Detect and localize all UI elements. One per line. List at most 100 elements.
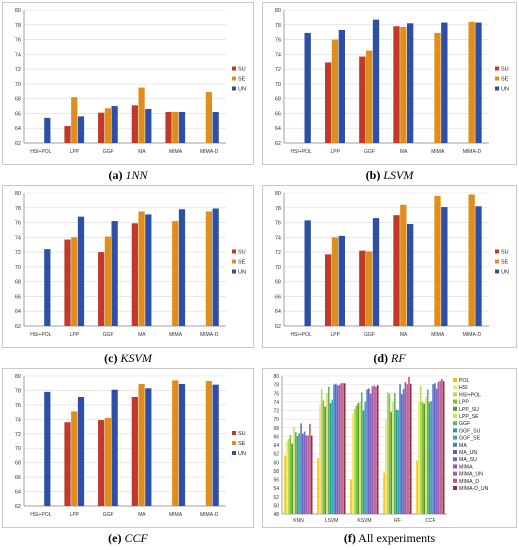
x-tick-label: LPP (331, 149, 341, 155)
bar-f-GGF_SU-KNN (296, 435, 299, 514)
chart-svg-a: 62 64 66 68 70 72 74 76 78 80 HSI+POL LPP GGF MA MIMA M… (2, 2, 254, 165)
x-tick-label: MIMA-D (200, 332, 219, 338)
bar-f-MA-CCF (432, 384, 434, 514)
y-tick-label: 68 (273, 426, 279, 432)
chart-svg-c: 62 64 66 68 70 72 74 76 78 80 HSI+POL LPP GGF MA MIMA M… (2, 185, 254, 348)
bar-a-UN-MIMA (178, 111, 186, 143)
bar-b-UN-MIMA (441, 22, 448, 143)
bar-f-LPP-KSVM (355, 405, 358, 514)
legend-swatch (453, 435, 457, 440)
bar-c-SE-MIMA (172, 221, 179, 326)
bar-b-SU-MA (393, 26, 400, 144)
y-tick-label: 68 (15, 461, 21, 467)
chart-panel-e: 62 64 66 68 70 72 74 76 78 80 HSI+POL LPP GGF MA MIMA M… (2, 368, 254, 548)
bar-f-POL-KSVM (350, 479, 352, 514)
bar-d-SE-MIMA-D (468, 194, 475, 326)
bar-f-MIMA_D-RF (408, 376, 410, 514)
bar-a-SU-MA (131, 105, 138, 143)
bar-e-SE-MA (138, 383, 145, 506)
bar-a-SE-LPP (71, 97, 78, 143)
bar-f-MA_SU-RF (402, 388, 405, 514)
x-tick-label: MIMA-D (200, 512, 219, 518)
x-tick-label: HSI+POL (30, 512, 51, 518)
bar-a-UN-GGF (111, 106, 118, 143)
x-tick-label: MIMA (431, 149, 445, 155)
legend-label: SU (238, 250, 246, 256)
bar-f-LPP-RF (388, 393, 391, 514)
legend-swatch (453, 378, 457, 382)
bar-e-UN-HSI+POL (44, 391, 51, 506)
bar-d-UN-LPP (338, 235, 345, 326)
y-tick-label: 76 (275, 38, 281, 44)
bar-f-MA-RF (399, 384, 401, 514)
legend-label: SE (501, 260, 509, 266)
bar-b-UN-GGF (372, 19, 380, 144)
bar-b-SE-MIMA-D (468, 21, 475, 144)
bar-f-LPP-CCF (421, 401, 424, 514)
y-tick-label: 62 (275, 141, 281, 147)
bar-f-MIMA_UN-LSVM (340, 383, 342, 514)
legend-swatch (495, 66, 499, 71)
legend-label: MA_UN (459, 450, 477, 456)
y-tick-label: 70 (15, 446, 21, 452)
y-tick-label: 64 (15, 126, 21, 132)
chart-caption: (d) RF (262, 351, 517, 366)
legend-swatch (453, 392, 457, 397)
bar-c-SE-MA (138, 211, 145, 326)
bar-a-SE-GGF (104, 108, 112, 143)
x-tick-label: GGF (364, 149, 375, 155)
bar-b-SE-GGF (366, 50, 373, 144)
y-tick-label: 64 (275, 126, 281, 132)
bar-f-POL-LSVM (317, 457, 319, 514)
x-tick-label: CCF (425, 518, 435, 524)
y-tick-label: 66 (15, 294, 21, 300)
bar-f-LPP_SE-LSVM (326, 393, 328, 514)
legend-label: SU (501, 67, 509, 73)
bar-f-LPP_SU-CCF (423, 403, 425, 514)
bar-a-SU-LPP (64, 126, 71, 143)
bar-e-SU-LPP (64, 422, 71, 506)
legend-label: GGF (459, 421, 470, 427)
bar-f-HSI+POL-KNN (287, 438, 290, 514)
bar-c-UN-MIMA (178, 209, 186, 326)
legend-label: HSI+POL (459, 392, 481, 398)
bar-c-SU-MA (131, 223, 138, 326)
chart-svg-e: 62 64 66 68 70 72 74 76 78 80 HSI+POL LPP GGF MA MIMA M… (2, 368, 254, 528)
bar-c-SU-GGF (98, 252, 105, 326)
chart-svg-f: 48 50 52 54 56 58 60 62 64 66 68 70 72 74 76 78 80 KNN LSV… (262, 368, 517, 528)
y-tick-label: 66 (275, 294, 281, 300)
chart-svg-d: 62 64 66 68 70 72 74 76 78 80 HSI+POL LPP GGF MA MIMA M… (262, 185, 517, 348)
legend-label: MA_SU (459, 457, 477, 463)
legend-label: SE (501, 77, 509, 83)
legend-label: MA (459, 443, 467, 449)
legend-swatch (453, 414, 457, 418)
legend-label: MIMA-D_UN (459, 486, 489, 492)
bar-f-GGF_SE-KSVM (364, 401, 367, 514)
bar-c-SE-LPP (71, 237, 78, 326)
bar-b-SU-GGF (359, 56, 366, 143)
x-tick-label: KNN (293, 518, 304, 524)
bar-a-SU-MIMA (165, 111, 172, 143)
y-tick-label: 70 (275, 82, 281, 88)
legend-swatch (495, 269, 499, 274)
legend-label: UN (501, 270, 509, 276)
bar-f-POL-CCF (416, 460, 418, 514)
y-tick-label: 70 (275, 265, 281, 271)
bar-c-UN-HSI+POL (44, 249, 51, 326)
y-tick-label: 72 (15, 67, 21, 73)
legend-label: GGF_SE (459, 436, 481, 442)
legend-label: UN (501, 87, 509, 93)
bar-a-SE-MIMA-D (205, 92, 213, 143)
x-tick-label: MIMA (169, 512, 183, 518)
y-tick-label: 74 (15, 417, 21, 423)
caption-tag: (c) (104, 351, 118, 365)
bar-b-UN-HSI+POL (304, 32, 311, 143)
x-tick-label: MA (138, 332, 146, 338)
legend-swatch (453, 428, 457, 433)
caption-title: CCF (124, 531, 148, 545)
legend-label: SU (501, 250, 509, 256)
y-tick-label: 62 (273, 452, 279, 458)
legend-label: UN (238, 270, 246, 276)
y-tick-label: 76 (273, 391, 279, 397)
bar-d-SU-MA (393, 215, 400, 326)
